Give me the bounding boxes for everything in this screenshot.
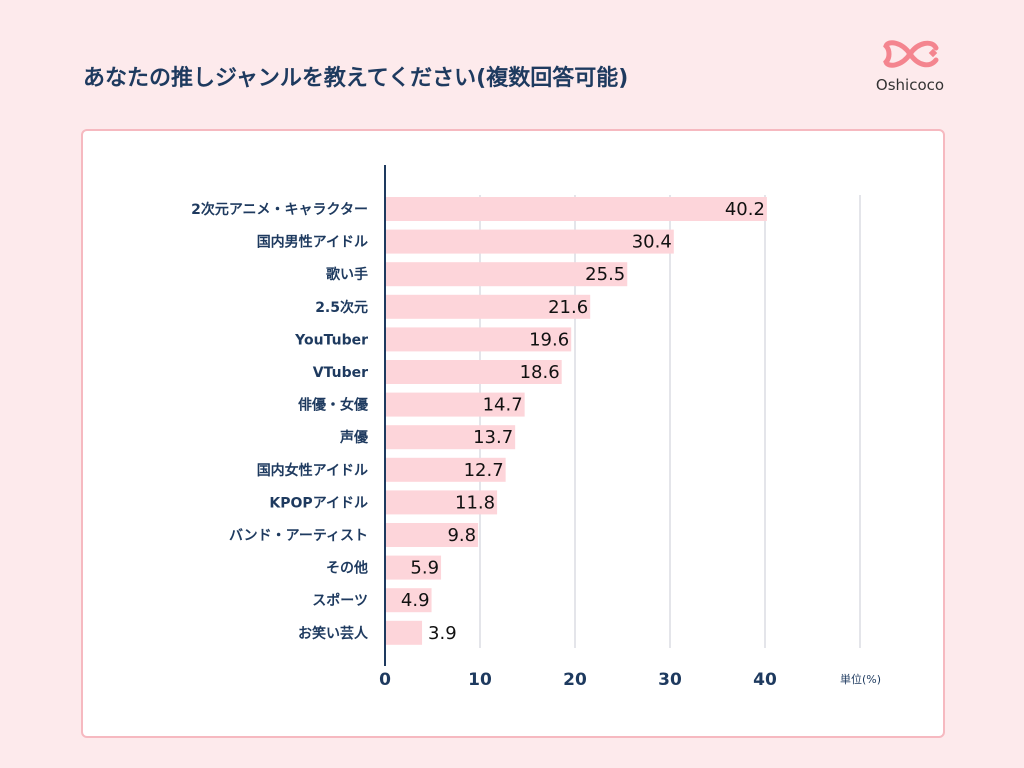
data-label: 40.2: [725, 199, 765, 220]
data-label: 11.8: [455, 492, 495, 513]
category-label: 国内女性アイドル: [257, 462, 368, 479]
category-label: その他: [326, 560, 368, 577]
category-label: 声優: [339, 429, 369, 446]
bar: [385, 457, 506, 482]
category-label: 2次元アニメ・キャラクター: [191, 201, 368, 218]
category-label: VTuber: [313, 365, 368, 381]
logo: Oshicoco: [870, 36, 950, 94]
category-label: スポーツ: [312, 592, 368, 609]
data-label: 5.9: [410, 558, 439, 579]
data-label: 14.7: [483, 395, 523, 416]
bar: [385, 197, 767, 221]
category-label: 歌い手: [326, 266, 368, 283]
category-label: YouTuber: [294, 332, 368, 348]
data-label: 21.6: [548, 297, 588, 318]
x-tick-label: 40: [753, 670, 777, 690]
data-label: 9.8: [447, 525, 476, 546]
page-title: あなたの推しジャンルを教えてください(複数回答可能): [83, 66, 629, 91]
category-label: バンド・アーティスト: [229, 528, 368, 544]
x-tick-label: 20: [563, 670, 587, 690]
bar: [385, 425, 516, 450]
data-label: 30.4: [632, 232, 672, 253]
data-label: 13.7: [473, 427, 513, 448]
category-label: KPOPアイドル: [269, 495, 368, 511]
bar: [385, 555, 442, 580]
bar: [385, 523, 479, 547]
logo-text: Oshicoco: [875, 76, 945, 94]
category-label: お笑い芸人: [298, 625, 369, 642]
category-label: 俳優・女優: [298, 397, 369, 414]
x-tick-label: 0: [379, 670, 391, 690]
data-label: 12.7: [464, 460, 504, 481]
bar: [385, 229, 674, 254]
bar: [385, 588, 432, 613]
category-label: 2.5次元: [315, 299, 368, 316]
bar: [385, 262, 628, 287]
bar: [385, 490, 498, 515]
x-tick-label: 10: [468, 670, 492, 690]
category-label: 国内男性アイドル: [257, 234, 368, 251]
data-label: 3.9: [428, 623, 457, 644]
data-label: 18.6: [520, 362, 560, 383]
bar: [385, 620, 423, 645]
data-label: 4.9: [401, 590, 430, 611]
bar: [385, 392, 525, 417]
bar: [385, 294, 591, 319]
x-tick-label: 30: [658, 670, 682, 690]
oshicoco-logo-icon: [883, 40, 939, 68]
data-label: 19.6: [529, 329, 569, 350]
bar: [385, 360, 562, 384]
bar: [385, 327, 572, 352]
unit-label: 単位(%): [840, 673, 882, 686]
data-label: 25.5: [585, 264, 625, 285]
